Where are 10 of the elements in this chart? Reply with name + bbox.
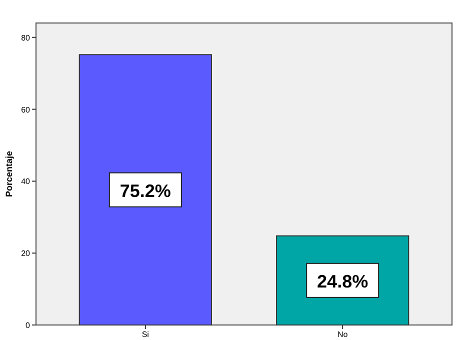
data-label: 24.8%: [317, 271, 368, 292]
y-tick-label: 40: [21, 177, 31, 186]
y-tick-label: 0: [26, 321, 31, 330]
x-tick-label: Si: [142, 330, 150, 339]
y-tick-label: 80: [21, 33, 31, 42]
y-tick-label: 60: [21, 105, 31, 114]
y-tick-label: 20: [21, 249, 31, 258]
x-tick-label: No: [337, 330, 348, 339]
y-axis-title: Porcentaje: [4, 150, 14, 198]
data-label: 75.2%: [120, 180, 171, 201]
